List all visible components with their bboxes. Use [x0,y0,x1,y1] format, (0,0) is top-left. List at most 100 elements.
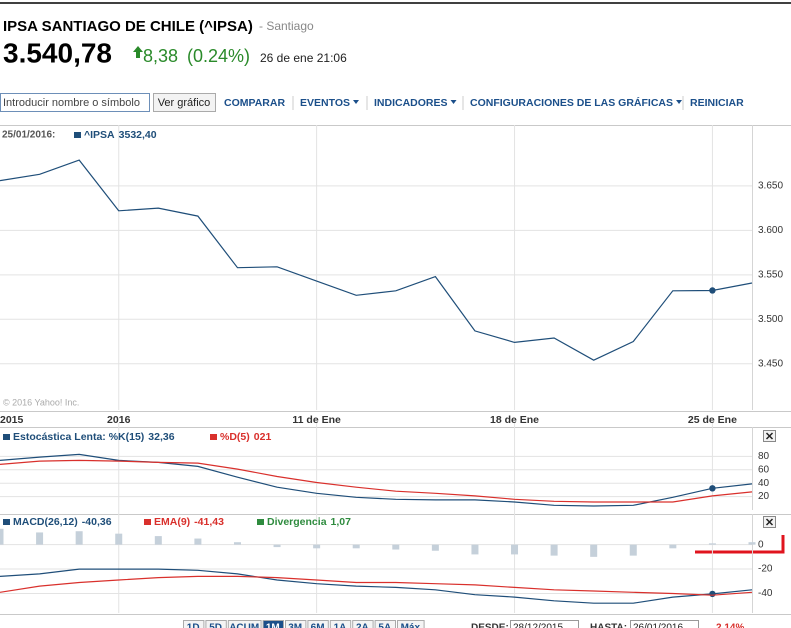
histogram-bar [471,544,479,555]
y-tick-label: 3.600 [758,225,783,236]
histogram-bar [154,536,162,545]
legend-value: -40,36 [82,516,112,528]
from-value: 28/12/2015 [513,623,563,628]
close-x [765,432,774,440]
range-button-label: 1D [187,623,200,628]
x-tick-label: 11 de Ene [292,414,341,426]
y-tick-label: 20 [758,491,770,502]
y-tick-label: 80 [758,451,770,462]
series-line [0,453,753,507]
x-tick-label: 25 de Ene [688,414,737,426]
x-tick-label: 2016 [107,414,131,426]
legend-label: Divergencia [267,516,327,528]
y-tick-label: 3.450 [758,358,783,369]
y-tick-label: 3.650 [758,181,783,192]
histogram-bar [0,528,4,545]
legend-value: 32,36 [148,431,174,443]
series-line [0,575,753,596]
x-tick-label: 18 de Ene [490,414,539,426]
legend-swatch [144,519,151,525]
y-tick-label: 3.550 [758,269,783,280]
range-button-label: 6M [311,623,325,628]
histogram-bar [511,544,519,555]
legend-value: 021 [254,431,272,443]
timestamp: 26 de ene 21:06 [260,51,347,65]
legend-swatch [210,434,217,440]
histogram-bar [115,533,123,545]
histogram-bar [75,531,83,545]
menu-link[interactable]: INDICADORES [374,97,448,109]
y-tick-label: 60 [758,464,770,475]
histogram-bar [233,542,241,545]
legend-label: MACD(26,12) [13,516,78,528]
title: IPSA SANTIAGO DE CHILE (^IPSA) [3,18,253,35]
legend-date: 25/01/2016: [2,130,55,141]
legend-value: -41,43 [194,516,224,528]
histogram-bar [352,544,360,549]
histogram-bar [431,544,439,551]
search-placeholder: Introducir nombre o símbolo [3,97,140,109]
view-button[interactable] [153,93,216,112]
range-button-label: 1M [266,623,280,628]
legend-swatch [257,519,264,525]
legend-swatch [3,434,10,440]
up-arrow [133,46,143,58]
legend-value: 1,07 [331,516,352,528]
y-tick-label: 3.500 [758,314,783,325]
dropdown-caret [676,100,683,104]
search-input[interactable] [0,93,150,112]
price: 3.540,78 [3,37,112,68]
range-button-label: 5A [378,623,391,628]
legend-swatch [74,132,81,138]
menu-link[interactable]: EVENTOS [300,97,350,109]
legend-label: ^IPSA [84,129,115,141]
watermark: © 2016 Yahoo! Inc. [3,397,79,407]
change: 8,38 [143,46,178,66]
histogram-bar [748,542,756,545]
legend-label: Estocástica Lenta: %K(15) [13,431,144,443]
histogram-bar [708,543,716,545]
to-value: 26/01/2016 [633,623,683,628]
change-pct: (0.24%) [187,46,250,66]
range-change: 2,14% [716,623,744,628]
range-button-label: Máx [401,623,421,628]
current-point [709,287,716,294]
histogram-bar [313,544,321,549]
y-tick-label: -40 [758,588,773,599]
range-button-label: ACUM [229,623,259,628]
legend-label: EMA(9) [154,516,190,528]
dropdown-caret [450,100,457,104]
histogram-bar [590,544,598,557]
histogram-bar [36,532,44,545]
range-button-label: 3M [288,623,302,628]
series-line [0,568,753,604]
menu-link[interactable]: CONFIGURACIONES DE LAS GRÁFICAS [470,96,673,109]
from-label: DESDE: [471,623,509,628]
menu-link[interactable]: REINICIAR [690,97,744,109]
y-tick-label: 40 [758,478,770,489]
to-label: HASTA: [590,623,627,628]
dropdown-caret [353,100,359,104]
view-button-label: Ver gráfico [158,97,211,109]
range-button-label: 1A [334,623,347,628]
current-point [709,590,716,598]
series-line [0,459,753,503]
y-tick-label: -20 [758,564,773,575]
histogram-bar [629,544,637,556]
range-button-label: 5D [209,623,222,628]
legend-swatch [3,519,10,525]
histogram-bar [550,544,558,556]
current-point [709,485,716,492]
legend-value: 3532,40 [119,129,157,141]
series-line [0,159,753,361]
histogram-bar [194,538,202,545]
x-tick-label: 2015 [0,414,24,426]
histogram-bar [392,544,400,550]
y-tick-label: 0 [758,539,764,550]
highlight [695,535,785,554]
menu-link[interactable]: COMPARAR [224,97,285,109]
range-button-label: 2A [356,623,369,628]
legend-label: %D(5) [220,431,250,443]
